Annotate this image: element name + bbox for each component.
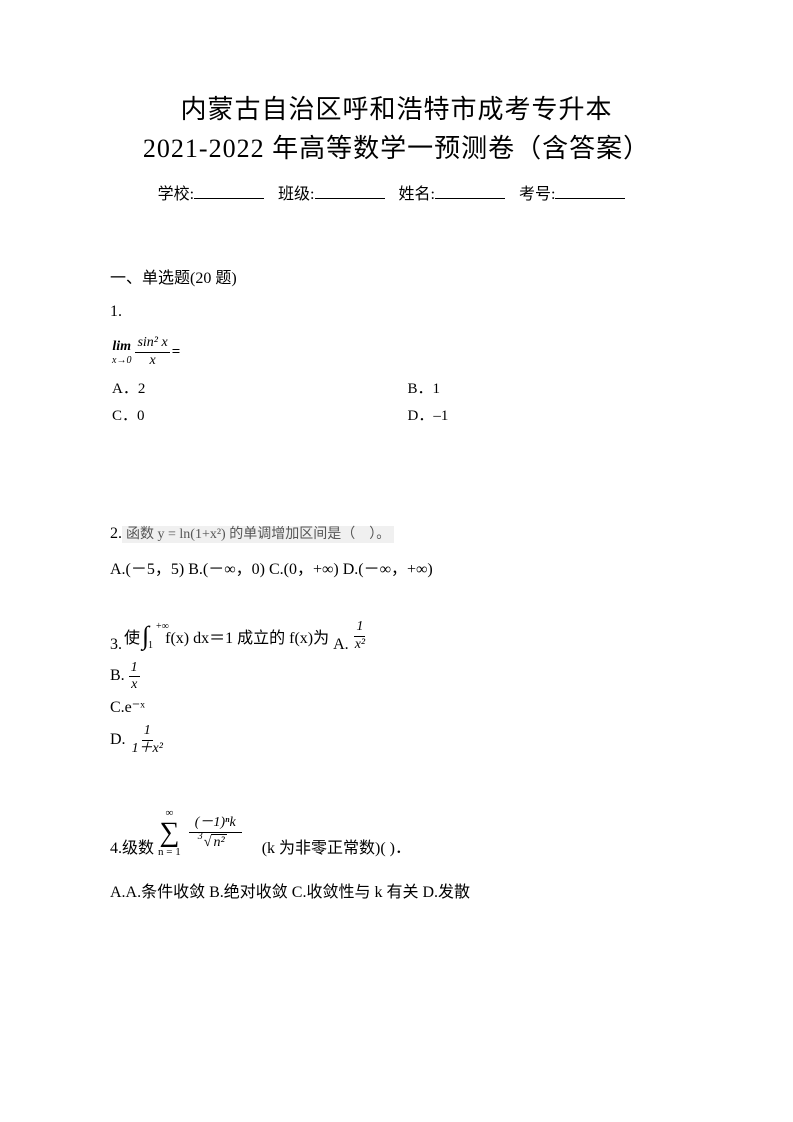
title-block: 内蒙古自治区呼和浩特市成考专升本 2021-2022 年高等数学一预测卷（含答案… (110, 90, 683, 168)
sigma-icon: ∑ (159, 819, 179, 847)
q3-a-num: 1 (354, 619, 365, 637)
q1-frac-den: x (147, 353, 157, 370)
q4-sigma: ∞ ∑ n = 1 (158, 808, 181, 858)
q3-opt-b-label: B. (110, 662, 125, 691)
title-line-2: 2021-2022 年高等数学一预测卷（含答案） (110, 129, 683, 168)
question-2: 2.函数 y = ln(1+x²) 的单调增加区间是（ ）。 A.(－5，5) … (110, 520, 683, 579)
exam-no-label: 考号: (519, 186, 555, 203)
q1-frac-num: sin² x (135, 335, 169, 353)
question-4: 4. 级数 ∞ ∑ n = 1 (－1)ⁿk 3 √n² (k 为非零正常数)(… (110, 808, 683, 902)
q3-opt-a-label: A. (333, 636, 349, 654)
q3-b-den: x (129, 677, 139, 694)
q3-int-upper: +∞ (156, 621, 169, 632)
q4-frac-num: (－1)ⁿk (189, 815, 242, 833)
q2-number: 2. (110, 525, 122, 542)
q3-opt-c: C.e⁻ˣ (110, 694, 683, 723)
q3-opt-d: D. 1 1＋x² (110, 723, 683, 758)
exam-no-blank (555, 198, 625, 199)
q4-options: A.A.条件收敛 B.绝对收敛 C.收敛性与 k 有关 D.发散 (110, 878, 683, 902)
q3-d-den: 1＋x² (130, 741, 165, 758)
q3-opt-b: B. 1 x (110, 660, 683, 695)
name-label: 姓名: (399, 186, 435, 203)
q1-opt-b: B．1 (398, 376, 684, 403)
q3-integrand: f(x) dx＝1 成立的 f(x)为 (165, 624, 329, 648)
q3-number: 3. (110, 636, 122, 654)
info-row: 学校: 班级: 姓名: 考号: (110, 180, 683, 204)
question-3: 3. 使 +∞ ∫ 1 f(x) dx＝1 成立的 f(x)为 A. 1 x² … (110, 619, 683, 758)
q3-b-num: 1 (129, 660, 140, 678)
q1-lim: lim (112, 339, 131, 355)
class-label: 班级: (278, 186, 314, 203)
section-heading: 一、单选题(20 题) (110, 264, 683, 288)
q3-pre: 使 (124, 624, 140, 648)
question-1: 1. lim x→0 sin² x x = A．2 B．1 C．0 D．–1 (110, 298, 683, 430)
title-line-1: 内蒙古自治区呼和浩特市成考专升本 (110, 90, 683, 129)
class-blank (315, 198, 385, 199)
name-blank (435, 198, 505, 199)
q4-stem-line: 4. 级数 ∞ ∑ n = 1 (－1)ⁿk 3 √n² (k 为非零正常数)(… (110, 808, 683, 858)
q1-opt-d: D．–1 (398, 403, 684, 430)
q3-stem-line: 3. 使 +∞ ∫ 1 f(x) dx＝1 成立的 f(x)为 A. 1 x² (110, 619, 683, 654)
q2-options: A.(－5，5) B.(－∞，0) C.(0，+∞) D.(－∞，+∞) (110, 555, 683, 579)
q1-number: 1. (110, 298, 683, 325)
q1-equals: = (172, 344, 181, 361)
q3-integral: +∞ ∫ 1 (142, 623, 149, 649)
q3-a-den: x² (353, 637, 367, 654)
q4-radicand: n² (211, 834, 226, 850)
q2-stem: 函数 y = ln(1+x²) 的单调增加区间是（ ）。 (122, 526, 394, 543)
q4-frac-den: 3 √n² (198, 833, 233, 852)
q1-limit-expression: lim x→0 sin² x x = (112, 335, 683, 370)
q1-choices: A．2 B．1 C．0 D．–1 (112, 376, 683, 430)
school-label: 学校: (158, 186, 194, 203)
q4-root-index: 3 (198, 831, 203, 843)
q3-int-lower: 1 (148, 640, 153, 651)
q1-opt-c: C．0 (112, 403, 398, 430)
q4-post: (k 为非零正常数)( )． (262, 834, 411, 858)
school-blank (194, 198, 264, 199)
q4-number: 4. (110, 840, 122, 858)
q4-pre: 级数 (122, 834, 154, 858)
q3-opt-d-label: D. (110, 726, 126, 755)
q1-opt-a: A．2 (112, 376, 398, 403)
q1-lim-sub: x→0 (112, 355, 131, 366)
q3-d-num: 1 (142, 723, 153, 741)
q4-sigma-bot: n = 1 (158, 847, 181, 858)
